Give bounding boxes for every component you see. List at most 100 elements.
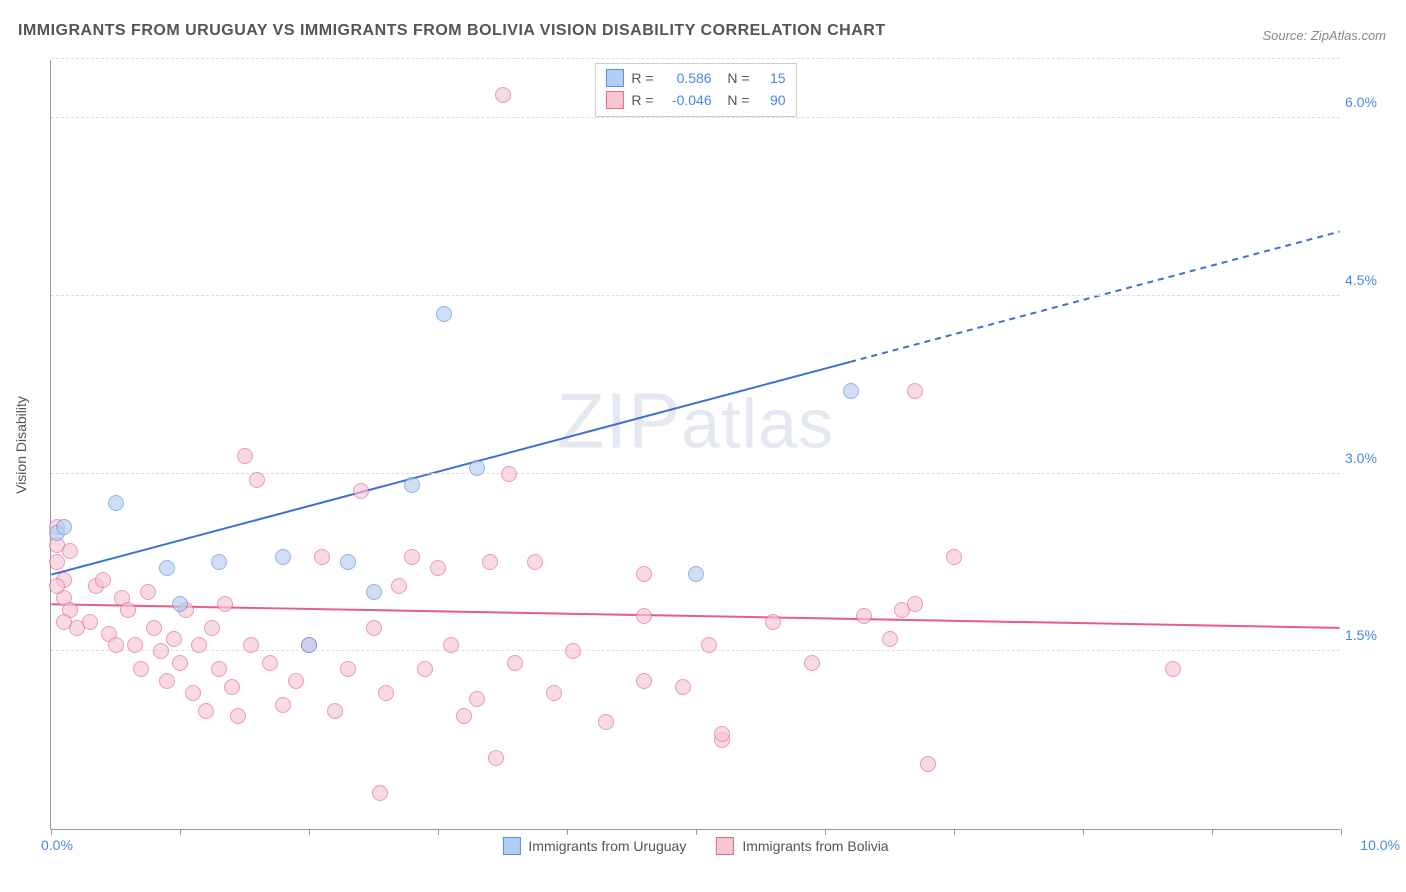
- data-point: [804, 655, 820, 671]
- data-point: [301, 637, 317, 653]
- data-point: [340, 661, 356, 677]
- data-point: [159, 560, 175, 576]
- data-point: [211, 661, 227, 677]
- gridline: [51, 58, 1340, 59]
- legend-stats-row-1: R = 0.586 N = 15: [605, 67, 785, 89]
- source-label: Source: ZipAtlas.com: [1262, 28, 1386, 43]
- data-point: [598, 714, 614, 730]
- data-point: [675, 679, 691, 695]
- data-point: [288, 673, 304, 689]
- data-point: [920, 756, 936, 772]
- data-point: [436, 306, 452, 322]
- chart-title: IMMIGRANTS FROM URUGUAY VS IMMIGRANTS FR…: [18, 22, 886, 40]
- data-point: [224, 679, 240, 695]
- data-point: [153, 643, 169, 659]
- data-point: [191, 637, 207, 653]
- data-point: [133, 661, 149, 677]
- x-tick: [51, 829, 52, 835]
- data-point: [636, 608, 652, 624]
- data-point: [443, 637, 459, 653]
- data-point: [688, 566, 704, 582]
- data-point: [211, 554, 227, 570]
- x-tick: [1341, 829, 1342, 835]
- swatch-uruguay: [605, 69, 623, 87]
- data-point: [166, 631, 182, 647]
- data-point: [882, 631, 898, 647]
- gridline: [51, 473, 1340, 474]
- legend-label-bolivia: Immigrants from Bolivia: [742, 838, 888, 854]
- data-point: [469, 460, 485, 476]
- data-point: [417, 661, 433, 677]
- data-point: [372, 785, 388, 801]
- data-point: [49, 554, 65, 570]
- data-point: [108, 495, 124, 511]
- data-point: [237, 448, 253, 464]
- data-point: [198, 703, 214, 719]
- data-point: [108, 637, 124, 653]
- data-point: [340, 554, 356, 570]
- data-point: [366, 620, 382, 636]
- data-point: [56, 614, 72, 630]
- data-point: [482, 554, 498, 570]
- legend-item-bolivia: Immigrants from Bolivia: [716, 837, 888, 855]
- data-point: [456, 708, 472, 724]
- data-point: [430, 560, 446, 576]
- data-point: [62, 543, 78, 559]
- data-point: [185, 685, 201, 701]
- data-point: [404, 477, 420, 493]
- legend-label-uruguay: Immigrants from Uruguay: [528, 838, 686, 854]
- x-tick: [438, 829, 439, 835]
- data-point: [946, 549, 962, 565]
- data-point: [527, 554, 543, 570]
- n-value-uruguay: 15: [758, 67, 786, 89]
- watermark: ZIPatlas: [557, 376, 834, 467]
- data-point: [843, 383, 859, 399]
- y-tick-label: 3.0%: [1345, 450, 1395, 466]
- r-value-bolivia: -0.046: [662, 89, 712, 111]
- r-label: R =: [631, 89, 653, 111]
- data-point: [907, 596, 923, 612]
- swatch-bolivia-icon: [716, 837, 734, 855]
- data-point: [172, 655, 188, 671]
- data-point: [636, 673, 652, 689]
- data-point: [314, 549, 330, 565]
- data-point: [636, 566, 652, 582]
- legend-item-uruguay: Immigrants from Uruguay: [502, 837, 686, 855]
- y-tick-label: 6.0%: [1345, 94, 1395, 110]
- legend-stats-row-2: R = -0.046 N = 90: [605, 89, 785, 111]
- data-point: [366, 584, 382, 600]
- data-point: [701, 637, 717, 653]
- x-tick: [567, 829, 568, 835]
- swatch-bolivia: [605, 91, 623, 109]
- data-point: [353, 483, 369, 499]
- x-tick: [1212, 829, 1213, 835]
- x-tick: [696, 829, 697, 835]
- data-point: [146, 620, 162, 636]
- data-point: [565, 643, 581, 659]
- data-point: [501, 466, 517, 482]
- y-tick-label: 1.5%: [1345, 627, 1395, 643]
- data-point: [275, 697, 291, 713]
- plot-area: ZIPatlas R = 0.586 N = 15 R = -0.046 N =…: [50, 60, 1340, 830]
- r-label: R =: [631, 67, 653, 89]
- data-point: [714, 726, 730, 742]
- data-point: [469, 691, 485, 707]
- data-point: [546, 685, 562, 701]
- data-point: [1165, 661, 1181, 677]
- data-point: [230, 708, 246, 724]
- data-point: [404, 549, 420, 565]
- data-point: [262, 655, 278, 671]
- n-value-bolivia: 90: [758, 89, 786, 111]
- data-point: [159, 673, 175, 689]
- data-point: [140, 584, 156, 600]
- data-point: [391, 578, 407, 594]
- y-tick-label: 4.5%: [1345, 272, 1395, 288]
- data-point: [56, 519, 72, 535]
- data-point: [95, 572, 111, 588]
- data-point: [243, 637, 259, 653]
- data-point: [765, 614, 781, 630]
- data-point: [378, 685, 394, 701]
- data-point: [127, 637, 143, 653]
- x-min-label: 0.0%: [41, 837, 73, 853]
- data-point: [204, 620, 220, 636]
